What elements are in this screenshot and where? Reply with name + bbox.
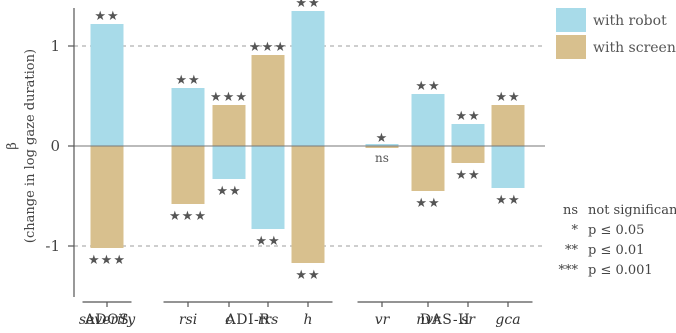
sig-key-meaning: p ≤ 0.001 (588, 263, 653, 278)
legend: with robot with screen (556, 8, 676, 59)
significance-marker: ★★ (455, 168, 480, 183)
bar-screen-severity (90, 146, 124, 248)
bar-robot-nvr (411, 94, 445, 146)
sig-key-meaning: p ≤ 0.01 (588, 243, 644, 258)
significance-marker: ★★ (295, 268, 320, 283)
x-tick-label: vr (375, 312, 391, 328)
x-tick-label: sr (461, 312, 476, 328)
legend-label-screen: with screen (593, 40, 676, 56)
sig-key-meaning: p ≤ 0.05 (588, 223, 644, 238)
significance-marker: ★★★ (88, 253, 126, 268)
significance-marker: ★★ (455, 109, 480, 124)
significance-marker: ★★★ (210, 90, 248, 105)
bar-robot-vr (365, 144, 399, 146)
sig-key-symbol: ns (563, 203, 578, 218)
bar-screen-gca (491, 105, 525, 146)
bar-screen-h (291, 146, 325, 263)
significance-marker: ★ (376, 131, 389, 146)
bar-robot-rrs (251, 146, 285, 229)
y-tick-label: -1 (45, 237, 60, 255)
significance-marker: ★★★ (249, 40, 287, 55)
significance-marker: ★★★ (169, 209, 207, 224)
significance-marker: ★★ (216, 184, 241, 199)
bar-screen-c (212, 105, 246, 146)
significance-marker: ★★ (94, 9, 119, 24)
significance-marker: ★★ (495, 193, 520, 208)
significance-marker: ★★ (295, 0, 320, 11)
x-tick-label: h (303, 312, 312, 328)
significance-key: ns not significant * p ≤ 0.05 ** p ≤ 0.01 *** p… (559, 203, 676, 278)
bar-robot-rsi (171, 88, 205, 146)
bar-robot-severity (90, 24, 124, 146)
axes: 1 0 -1 (45, 8, 533, 307)
significance-marker: ★★ (415, 196, 440, 211)
bar-screen-sr (451, 146, 485, 163)
bar-screen-rrs (251, 55, 285, 146)
legend-label-robot: with robot (593, 13, 667, 29)
significance-marker: ★★ (495, 90, 520, 105)
legend-swatch-screen (556, 35, 586, 59)
legend-swatch-robot (556, 8, 586, 32)
x-tick-label: severity (79, 312, 136, 328)
bar-robot-gca (491, 146, 525, 188)
x-tick-label: gca (495, 312, 520, 328)
y-axis-title-symbol: β (5, 142, 20, 150)
bar-robot-sr (451, 124, 485, 146)
x-axis-labels: ADOS ADI-R DAS-II severity rsi c rrs h vr nvr sr gc… (79, 312, 521, 328)
significance-marker: ★★ (175, 73, 200, 88)
bar-robot-c (212, 146, 246, 179)
sig-key-symbol: ** (565, 243, 579, 258)
significance-marker: ★★ (255, 234, 280, 249)
sig-key-symbol: *** (559, 263, 579, 278)
x-tick-label: rsi (179, 312, 197, 328)
x-tick-label: nvr (416, 312, 441, 328)
significance-markers: ★★★★★★★★★★★★★★★★★★★★★★★★★★★★★★★ns★★★★★★ (88, 0, 520, 283)
y-axis-title: β (change in log gaze duration) (5, 49, 38, 243)
bars (90, 11, 525, 263)
significance-marker: ★★ (415, 79, 440, 94)
y-axis-title-text: (change in log gaze duration) (23, 49, 38, 243)
bar-screen-nvr (411, 146, 445, 191)
bar-robot-h (291, 11, 325, 146)
x-tick-label: c (225, 312, 233, 328)
y-tick-label: 1 (50, 37, 60, 55)
significance-marker: ns (375, 151, 389, 165)
sig-key-symbol: * (572, 223, 579, 238)
y-tick-label: 0 (50, 137, 60, 155)
sig-key-meaning: not significant (588, 203, 676, 218)
x-tick-label: rrs (258, 312, 279, 328)
bar-screen-rsi (171, 146, 205, 204)
bar-screen-vr (365, 146, 399, 148)
group-label: ADI-R (225, 312, 271, 328)
group-label: DAS-II (420, 312, 470, 328)
group-label: ADOS (84, 312, 129, 328)
